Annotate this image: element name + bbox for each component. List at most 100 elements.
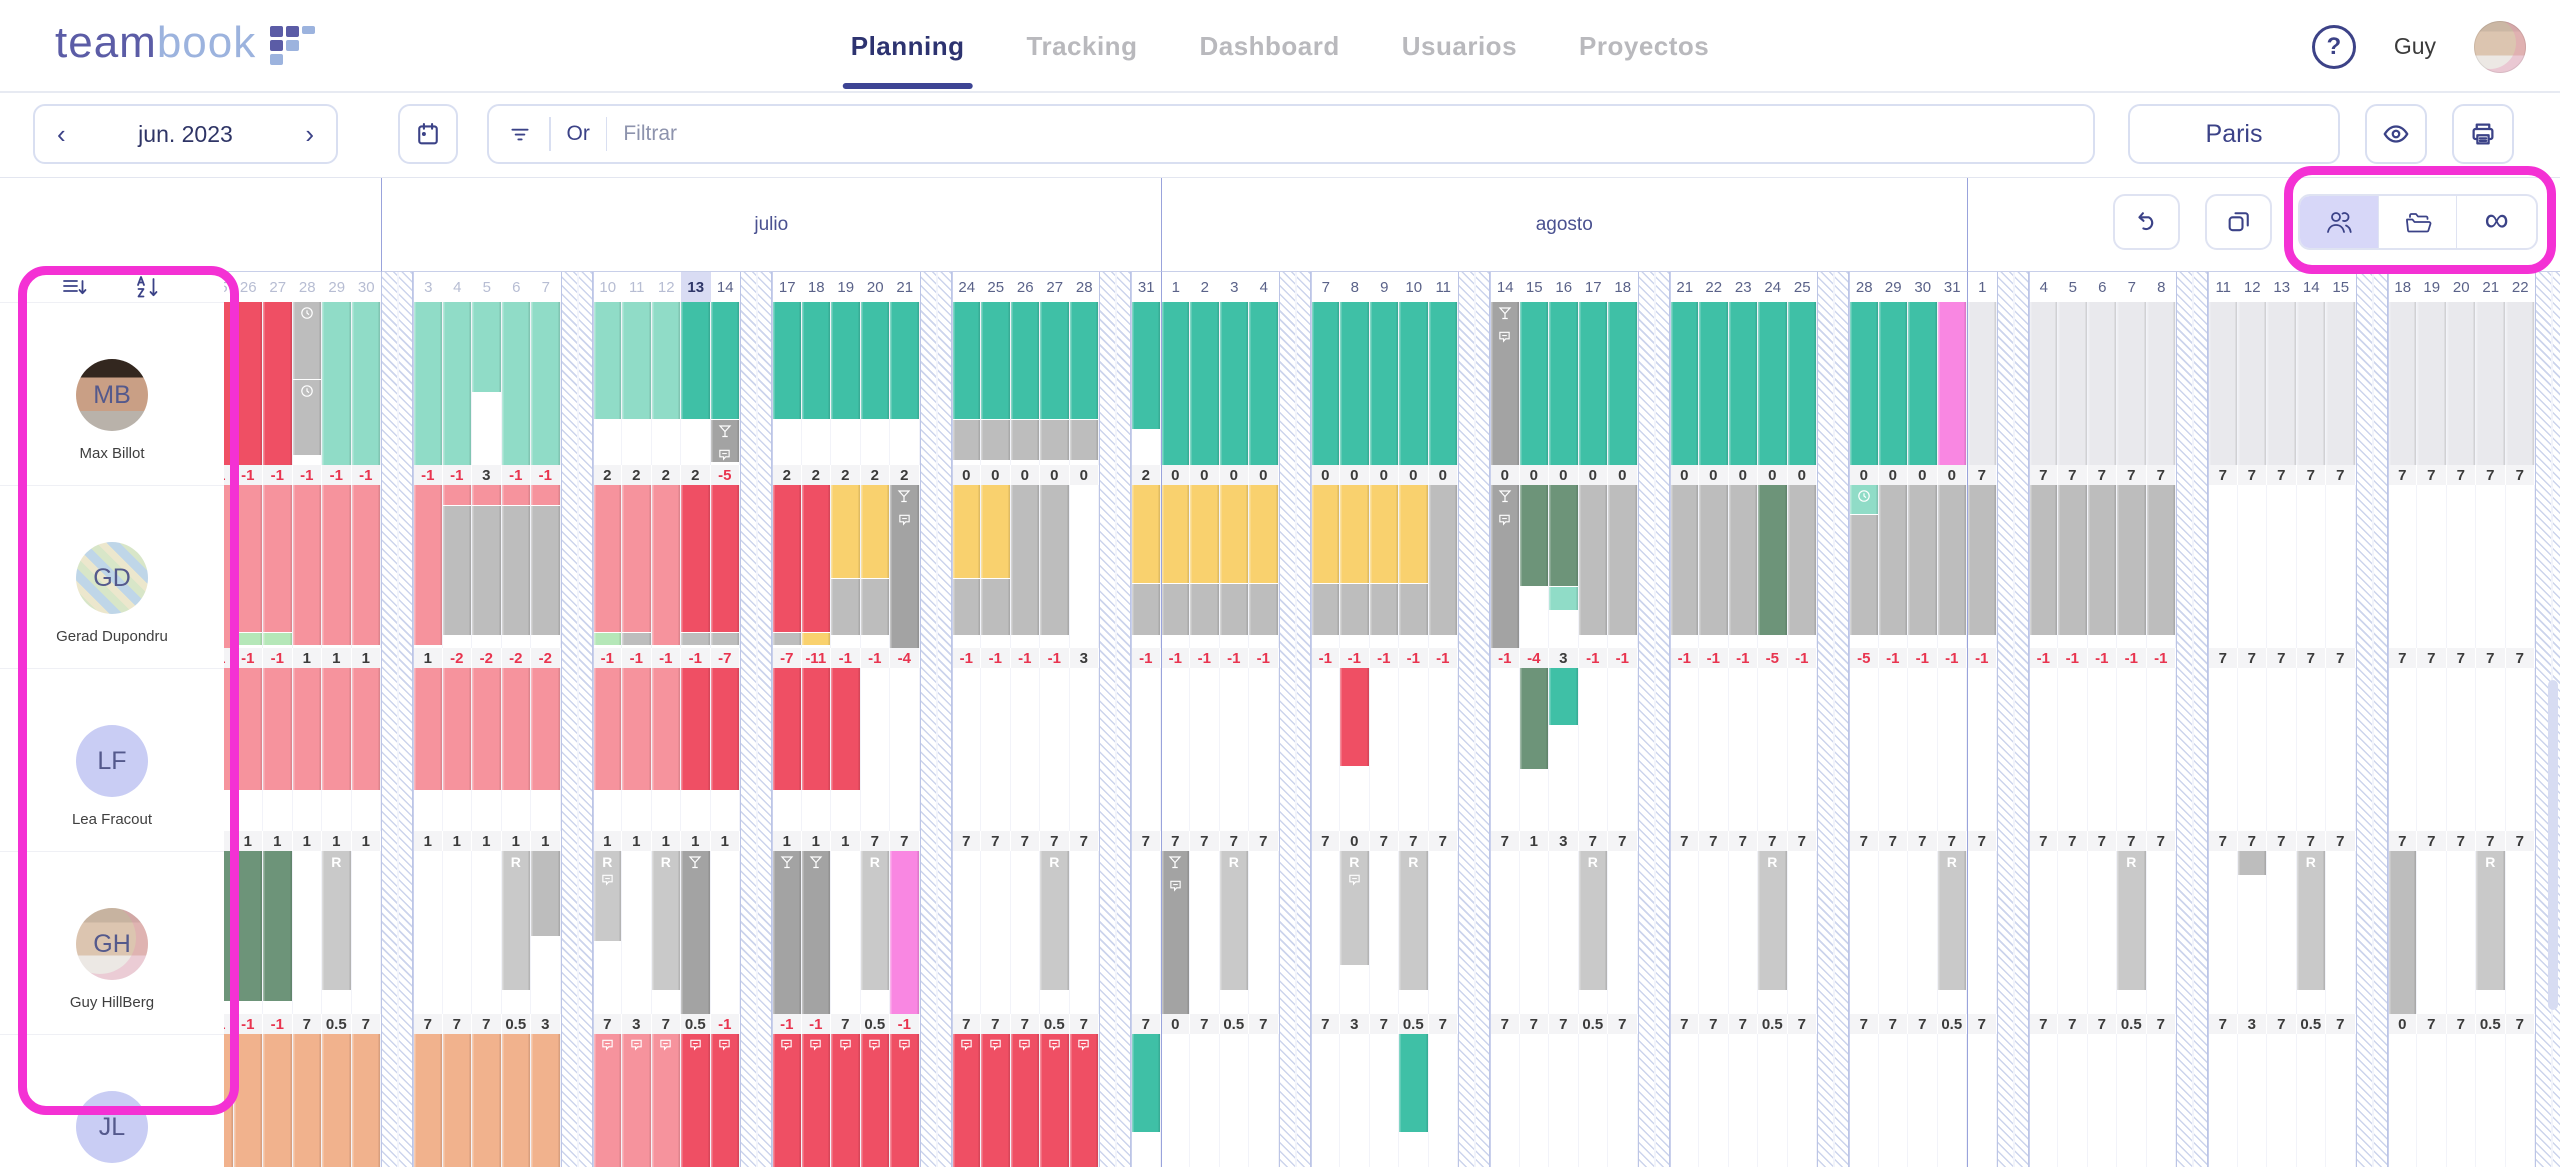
day-header[interactable]: 4	[453, 278, 462, 296]
schedule-cell[interactable]	[1312, 851, 1340, 1014]
schedule-cell[interactable]	[1340, 302, 1370, 465]
booking-bar[interactable]: R	[2476, 851, 2505, 990]
tab-planning[interactable]: Planning	[842, 31, 973, 89]
schedule-cell[interactable]	[1070, 668, 1099, 831]
schedule-cell[interactable]	[651, 668, 681, 831]
booking-bar[interactable]	[681, 1034, 710, 1167]
schedule-cell[interactable]	[2088, 851, 2117, 1014]
schedule-cell[interactable]	[2447, 668, 2476, 831]
day-header[interactable]: 5	[482, 278, 491, 296]
booking-bar[interactable]	[622, 668, 651, 791]
schedule-cell[interactable]	[1968, 1034, 1997, 1167]
schedule-cell[interactable]	[1040, 485, 1070, 648]
schedule-cell[interactable]	[2446, 302, 2476, 465]
user-row[interactable]: LF Lea Fracout	[0, 668, 224, 851]
booking-bar[interactable]	[1549, 668, 1578, 726]
schedule-cell[interactable]	[292, 668, 322, 831]
day-header[interactable]: 21	[1676, 278, 1694, 296]
booking-bar[interactable]	[442, 302, 471, 465]
booking-bar[interactable]	[952, 1034, 980, 1167]
booking-bar[interactable]	[1399, 485, 1428, 583]
schedule-cell[interactable]	[2147, 668, 2176, 831]
booking-bar[interactable]	[651, 1034, 680, 1167]
booking-bar[interactable]	[681, 668, 710, 791]
schedule-cell[interactable]	[351, 1034, 381, 1167]
booking-bar[interactable]	[1010, 1034, 1039, 1167]
schedule-cell[interactable]: R	[2296, 851, 2326, 1014]
schedule-cell[interactable]	[831, 668, 861, 831]
schedule-cell[interactable]	[773, 668, 802, 831]
schedule-cell[interactable]	[593, 1034, 622, 1167]
booking-bar[interactable]: R	[501, 851, 530, 990]
schedule-cell[interactable]	[773, 851, 802, 1014]
schedule-cell[interactable]	[1190, 1034, 1220, 1167]
booking-bar[interactable]	[981, 485, 1010, 578]
booking-bar[interactable]	[233, 851, 262, 1001]
schedule-cell[interactable]	[2417, 668, 2447, 831]
schedule-cell[interactable]	[2506, 1034, 2535, 1167]
booking-bar[interactable]	[1161, 582, 1189, 635]
day-header[interactable]: 18	[1614, 278, 1632, 296]
booking-bar[interactable]	[1608, 485, 1637, 635]
schedule-cell[interactable]	[1010, 1034, 1040, 1167]
booking-bar[interactable]	[1369, 302, 1398, 465]
booking-bar[interactable]	[263, 631, 292, 645]
booking-bar[interactable]	[531, 668, 560, 791]
schedule-cell[interactable]: R	[860, 851, 890, 1014]
schedule-cell[interactable]	[2029, 485, 2058, 648]
schedule-cell[interactable]	[622, 302, 652, 465]
schedule-cell[interactable]	[681, 485, 711, 648]
day-header[interactable]: 29	[1884, 278, 1902, 296]
booking-bar[interactable]	[773, 668, 801, 791]
day-header[interactable]: 20	[866, 278, 884, 296]
schedule-cell[interactable]	[1249, 302, 1279, 465]
schedule-cell[interactable]	[2476, 485, 2506, 648]
day-header[interactable]: 11	[2215, 278, 2232, 296]
booking-bar[interactable]	[952, 419, 980, 461]
booking-bar[interactable]	[414, 668, 442, 791]
schedule-cell[interactable]	[831, 1034, 861, 1167]
schedule-cell[interactable]: R	[651, 851, 681, 1014]
next-period-button[interactable]: ›	[305, 119, 314, 149]
schedule-cell[interactable]	[501, 1034, 531, 1167]
schedule-cell[interactable]	[2326, 668, 2356, 831]
booking-bar[interactable]	[1549, 485, 1578, 587]
schedule-cell[interactable]: R	[1937, 851, 1967, 1014]
schedule-cell[interactable]	[472, 485, 502, 648]
schedule-cell[interactable]	[2058, 1034, 2088, 1167]
schedule-cell[interactable]	[531, 1034, 561, 1167]
booking-bar[interactable]	[681, 302, 710, 420]
schedule-cell[interactable]	[1729, 1034, 1758, 1167]
booking-bar[interactable]	[773, 631, 801, 645]
user-row[interactable]: GD Gerad Dupondru	[0, 485, 224, 668]
schedule-cell[interactable]	[2505, 302, 2535, 465]
schedule-cell[interactable]	[2389, 485, 2417, 648]
booking-bar[interactable]	[1670, 302, 1698, 465]
schedule-cell[interactable]	[801, 668, 831, 831]
booking-bar[interactable]	[1132, 302, 1160, 430]
schedule-cell[interactable]	[1578, 485, 1608, 648]
schedule-cell[interactable]	[322, 302, 352, 465]
schedule-cell[interactable]	[2506, 851, 2535, 1014]
booking-bar[interactable]	[981, 302, 1010, 420]
day-header[interactable]: 26	[239, 278, 257, 296]
booking-bar[interactable]	[292, 1034, 321, 1167]
day-header[interactable]: 31	[1137, 278, 1155, 296]
schedule-cell[interactable]	[233, 485, 263, 648]
schedule-cell[interactable]	[1491, 668, 1520, 831]
copy-button[interactable]	[2205, 194, 2272, 250]
schedule-cell[interactable]	[1428, 485, 1458, 648]
schedule-cell[interactable]	[2326, 1034, 2356, 1167]
schedule-cell[interactable]: R	[2117, 851, 2147, 1014]
schedule-cell[interactable]	[2058, 851, 2088, 1014]
schedule-cell[interactable]	[2209, 302, 2238, 465]
schedule-cell[interactable]	[1190, 485, 1220, 648]
schedule-cell[interactable]	[2506, 668, 2535, 831]
schedule-cell[interactable]	[981, 485, 1011, 648]
booking-bar[interactable]: R	[1937, 851, 1966, 990]
schedule-cell[interactable]	[292, 302, 322, 465]
schedule-cell[interactable]	[1908, 1034, 1938, 1167]
booking-bar[interactable]	[952, 302, 980, 420]
schedule-cell[interactable]	[1579, 1034, 1608, 1167]
schedule-cell[interactable]	[1758, 1034, 1788, 1167]
